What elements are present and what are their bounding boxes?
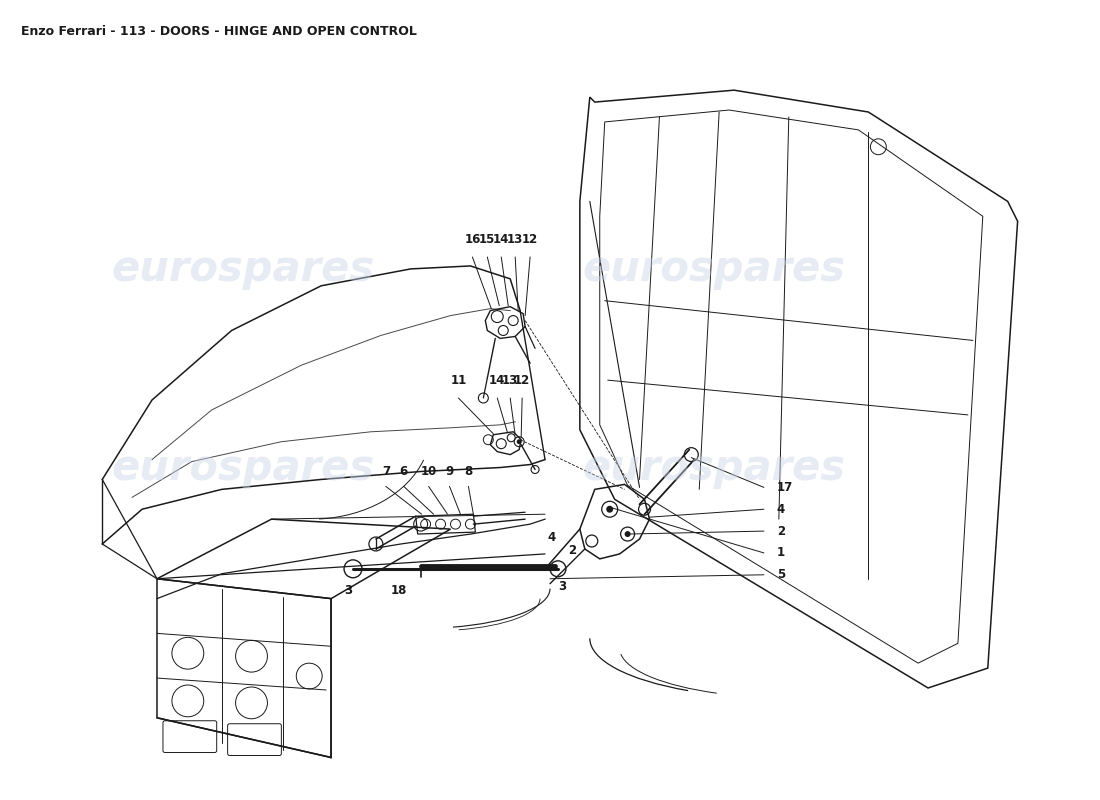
Text: 4: 4: [777, 502, 785, 516]
Text: 3: 3: [558, 580, 566, 593]
Text: 10: 10: [420, 465, 437, 478]
Circle shape: [344, 560, 362, 578]
Text: 15: 15: [480, 233, 495, 246]
Text: 3: 3: [344, 584, 352, 597]
Circle shape: [625, 531, 630, 537]
Text: 5: 5: [777, 568, 785, 582]
Circle shape: [550, 561, 565, 577]
Text: 12: 12: [522, 233, 538, 246]
Text: 7: 7: [382, 465, 389, 478]
Text: 18: 18: [390, 584, 407, 597]
Text: 2: 2: [777, 525, 785, 538]
Text: 14: 14: [490, 374, 506, 386]
Text: 4: 4: [548, 530, 557, 543]
Text: Enzo Ferrari - 113 - DOORS - HINGE AND OPEN CONTROL: Enzo Ferrari - 113 - DOORS - HINGE AND O…: [21, 25, 417, 38]
Text: eurospares: eurospares: [583, 446, 846, 489]
Text: eurospares: eurospares: [112, 446, 375, 489]
Text: 8: 8: [464, 465, 473, 478]
Circle shape: [606, 506, 613, 513]
Circle shape: [517, 439, 521, 444]
Text: 1: 1: [777, 546, 785, 559]
Text: eurospares: eurospares: [112, 248, 375, 290]
Text: 13: 13: [507, 233, 524, 246]
Text: eurospares: eurospares: [583, 248, 846, 290]
Text: 9: 9: [446, 465, 453, 478]
Text: 12: 12: [514, 374, 530, 386]
Circle shape: [368, 537, 383, 551]
Text: 2: 2: [568, 545, 576, 558]
Text: 16: 16: [464, 233, 481, 246]
Text: 11: 11: [450, 374, 466, 386]
Text: 17: 17: [777, 481, 793, 494]
Text: 6: 6: [399, 465, 408, 478]
Text: 13: 13: [502, 374, 518, 386]
Text: 14: 14: [493, 233, 509, 246]
